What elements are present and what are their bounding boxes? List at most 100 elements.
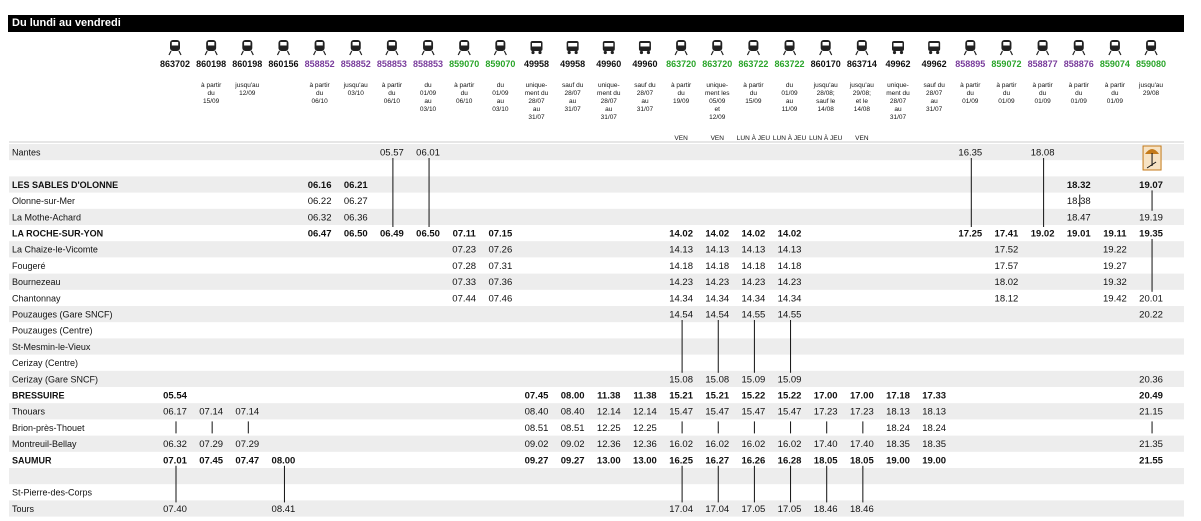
time-cell: 07.29: [199, 439, 223, 450]
time-cell: 18.35: [886, 439, 910, 450]
column-note: 06/10: [311, 98, 328, 105]
train-leg: [963, 50, 967, 56]
time-cell: 13.00: [633, 455, 657, 466]
column-note: 31/07: [601, 114, 618, 121]
column-note: ment les: [705, 90, 730, 97]
column-note: 01/09: [998, 98, 1015, 105]
time-cell: 18.47: [1067, 212, 1091, 223]
bus-wheel: [892, 50, 897, 55]
time-cell: 19.42: [1103, 293, 1127, 304]
column-note: à partir: [1032, 82, 1053, 89]
train-leg: [756, 50, 760, 56]
time-cell: 08.51: [525, 423, 549, 434]
column-note: ment du: [597, 90, 621, 97]
column-number: 863702: [160, 59, 190, 69]
column-note: au: [533, 106, 541, 113]
train-leg: [819, 50, 823, 56]
train-leg: [783, 50, 787, 56]
train-leg: [168, 50, 172, 56]
train-leg: [720, 50, 724, 56]
column-note: 01/09: [420, 90, 437, 97]
column-note: jusqu'au: [849, 82, 874, 89]
column-note: 31/07: [926, 106, 943, 113]
train-icon: [855, 40, 869, 56]
train-icon: [1072, 40, 1086, 56]
column-note: à partir: [996, 82, 1017, 89]
column-note: du: [1111, 90, 1119, 97]
column-days: VEN: [674, 135, 688, 142]
train-leg: [865, 50, 869, 56]
time-cell: 06.32: [308, 212, 332, 223]
column-note: unique-: [706, 82, 728, 89]
time-cell: 11.38: [597, 391, 620, 402]
train-leg: [431, 50, 435, 56]
column-number: 863722: [738, 59, 768, 69]
column-number: 49962: [885, 59, 910, 69]
column-number: 858853: [377, 59, 407, 69]
time-cell: 17.04: [669, 504, 693, 515]
column-note: 06/10: [384, 98, 401, 105]
train-icon: [1144, 40, 1158, 56]
column-number: 859080: [1136, 59, 1166, 69]
column-note: du: [1039, 90, 1047, 97]
train-leg: [855, 50, 859, 56]
bus-wheel: [567, 50, 571, 55]
time-cell: 07.14: [199, 407, 223, 418]
train-leg: [240, 50, 244, 56]
time-cell: 14.34: [742, 293, 766, 304]
bus-wheel: [531, 50, 535, 55]
time-cell: 14.23: [705, 277, 729, 288]
time-cell: 12.36: [597, 439, 621, 450]
time-cell: 15.47: [778, 407, 802, 418]
time-cell: 12.36: [633, 439, 657, 450]
column-number: 863722: [775, 59, 805, 69]
time-cell: 08.41: [272, 504, 296, 515]
bus-icon: [566, 41, 579, 55]
column-note: au: [569, 98, 577, 105]
timetable-banner: Du lundi au vendredi: [8, 15, 1184, 32]
time-cell: 19.01: [1067, 229, 1091, 240]
time-cell: 15.09: [778, 374, 802, 385]
train-leg: [313, 50, 317, 56]
time-cell: 12.25: [633, 423, 657, 434]
bus-wheel: [899, 50, 904, 55]
time-cell: 14.54: [705, 310, 729, 321]
time-cell: 14.34: [705, 293, 729, 304]
column-note: du: [497, 82, 505, 89]
train-icon: [385, 40, 399, 56]
column-note: au: [605, 106, 613, 113]
train-leg: [674, 50, 678, 56]
time-cell: 19.27: [1103, 261, 1127, 272]
time-cell: 16.02: [705, 439, 729, 450]
train-window: [1039, 42, 1046, 46]
time-cell: 07.26: [488, 245, 512, 256]
column-note: du: [461, 90, 469, 97]
train-leg: [1046, 50, 1050, 56]
row-band: [9, 435, 1184, 452]
train-leg: [1108, 50, 1112, 56]
time-cell: 17.05: [778, 504, 802, 515]
column-note: sauf du: [634, 82, 656, 89]
time-cell: 16.02: [742, 439, 766, 450]
train-icon: [313, 40, 327, 56]
time-cell: 14.23: [742, 277, 766, 288]
time-cell: 20.49: [1139, 391, 1163, 402]
time-cell: 08.00: [272, 455, 296, 466]
time-cell: 06.01: [416, 148, 440, 159]
station-name: Cerizay (Gare SNCF): [12, 374, 98, 384]
train-window: [171, 42, 179, 46]
station-name: Bournezeau: [12, 277, 61, 287]
time-cell: 15.08: [705, 374, 729, 385]
time-cell: 07.28: [452, 261, 476, 272]
train-leg: [214, 50, 218, 56]
train-leg: [1036, 50, 1040, 56]
column-days: LUN À JEU: [737, 133, 771, 142]
time-cell: 14.55: [742, 310, 766, 321]
time-cell: 18.24: [922, 423, 946, 434]
train-window: [316, 42, 323, 46]
station-name: Pouzauges (Gare SNCF): [12, 310, 113, 320]
time-cell: 15.08: [669, 374, 693, 385]
column-days: LUN À JEU: [809, 133, 843, 142]
time-cell: 16.02: [778, 439, 802, 450]
